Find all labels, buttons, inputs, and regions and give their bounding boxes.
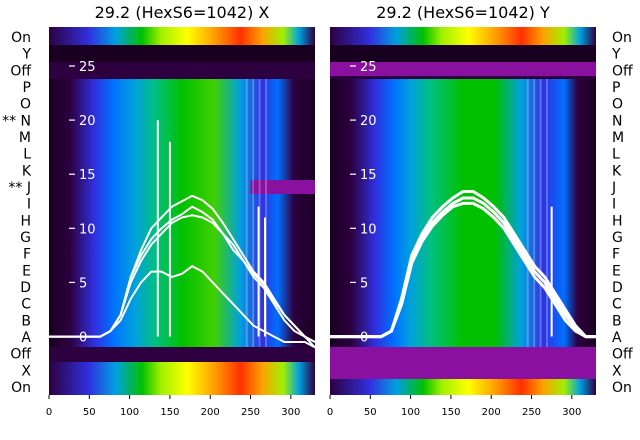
row-label-left: I bbox=[27, 197, 31, 213]
profile-line bbox=[49, 265, 316, 349]
x-tick-label: 100 bbox=[401, 407, 420, 418]
row-label-left: ** J bbox=[8, 180, 31, 196]
heatmap-streak bbox=[539, 79, 542, 347]
heatmap-streak bbox=[245, 79, 248, 347]
y-tick-label: 5 bbox=[79, 276, 87, 291]
y-tick-label: 20 bbox=[360, 114, 377, 129]
y-tick-label: 25 bbox=[360, 60, 377, 75]
row-label-right: K bbox=[612, 163, 622, 179]
heatmap-band-bottom bbox=[49, 362, 315, 395]
row-label-right: H bbox=[612, 213, 623, 229]
row-label-right: C bbox=[612, 297, 622, 313]
row-label-right: E bbox=[612, 263, 621, 279]
x-tick-label: 250 bbox=[241, 407, 260, 418]
row-label-left: Off bbox=[10, 347, 31, 363]
heatmap-band-top bbox=[330, 27, 596, 45]
row-label-left: K bbox=[22, 163, 32, 179]
row-label-left: D bbox=[20, 280, 31, 296]
row-label-left: C bbox=[21, 297, 31, 313]
row-label-left: B bbox=[21, 313, 31, 329]
x-tick-label: 300 bbox=[562, 407, 581, 418]
row-label-left: X bbox=[21, 363, 31, 379]
x-tick-label: 50 bbox=[83, 407, 96, 418]
x-tick-label: 50 bbox=[364, 407, 377, 418]
x-tick-label: 150 bbox=[160, 407, 179, 418]
row-label-right: On bbox=[612, 380, 632, 396]
x-tick-label: 100 bbox=[120, 407, 139, 418]
row-label-right: L bbox=[612, 147, 620, 163]
row-label-left: H bbox=[20, 213, 31, 229]
y-tick-label: 15 bbox=[79, 168, 96, 183]
row-label-left: Off bbox=[10, 63, 31, 79]
x-tick-label: 200 bbox=[482, 407, 501, 418]
x-tick-label: 300 bbox=[281, 407, 300, 418]
y-tick-label: 20 bbox=[79, 114, 96, 129]
row-label-right: N bbox=[612, 113, 622, 129]
row-label-right: P bbox=[612, 80, 620, 96]
x-tick-label: 250 bbox=[522, 407, 541, 418]
row-label-right: On bbox=[612, 30, 632, 46]
heatmap-band-purple bbox=[330, 62, 596, 76]
row-label-left: M bbox=[19, 130, 31, 146]
heatmap-band-off bbox=[49, 62, 315, 79]
heatmap-streak bbox=[546, 79, 549, 347]
x-tick-label: 0 bbox=[46, 407, 52, 418]
heatmap-band-purple bbox=[250, 180, 315, 194]
panel-title: 29.2 (HexS6=1042) X bbox=[95, 3, 270, 22]
y-tick-label: 5 bbox=[360, 276, 368, 291]
x-tick-label: 0 bbox=[327, 407, 333, 418]
heatmap-band-off bbox=[49, 347, 315, 362]
x-tick-label: 150 bbox=[441, 407, 460, 418]
row-label-left: P bbox=[23, 80, 31, 96]
row-label-right: A bbox=[612, 330, 622, 346]
y-tick-label: 15 bbox=[360, 168, 377, 183]
row-label-left: A bbox=[21, 330, 31, 346]
heatmap-streak bbox=[265, 79, 268, 347]
row-label-left: ** N bbox=[2, 113, 31, 129]
row-label-right: Off bbox=[612, 347, 633, 363]
y-tick-label: 10 bbox=[79, 222, 96, 237]
row-label-left: L bbox=[23, 147, 31, 163]
row-label-left: F bbox=[23, 247, 31, 263]
row-label-left: On bbox=[11, 380, 31, 396]
row-label-right: M bbox=[612, 130, 624, 146]
row-label-left: E bbox=[22, 263, 31, 279]
row-label-right: X bbox=[612, 363, 622, 379]
panel-title: 29.2 (HexS6=1042) Y bbox=[376, 3, 550, 22]
row-label-right: D bbox=[612, 280, 623, 296]
heatmap-streak bbox=[252, 79, 255, 347]
row-label-right: B bbox=[612, 313, 622, 329]
heatmap-streak bbox=[526, 79, 529, 347]
y-tick-label: 0 bbox=[79, 331, 87, 346]
row-label-right: Off bbox=[612, 63, 633, 79]
heatmap-band-top bbox=[49, 27, 315, 45]
x-tick-label: 200 bbox=[201, 407, 220, 418]
row-label-left: On bbox=[11, 30, 31, 46]
row-label-right: F bbox=[612, 247, 620, 263]
row-label-right: Y bbox=[611, 47, 621, 63]
heatmap-streak bbox=[533, 79, 536, 347]
y-tick-label: 10 bbox=[360, 222, 377, 237]
row-label-right: I bbox=[612, 197, 616, 213]
row-label-left: O bbox=[20, 97, 31, 113]
row-label-right: J bbox=[611, 180, 616, 196]
y-tick-label: 0 bbox=[360, 331, 368, 346]
row-label-right: G bbox=[612, 230, 623, 246]
row-label-right: O bbox=[612, 97, 623, 113]
row-label-left: Y bbox=[21, 47, 31, 63]
heatmap-band-purple bbox=[330, 347, 596, 379]
row-label-left: G bbox=[20, 230, 31, 246]
y-tick-label: 25 bbox=[79, 60, 96, 75]
